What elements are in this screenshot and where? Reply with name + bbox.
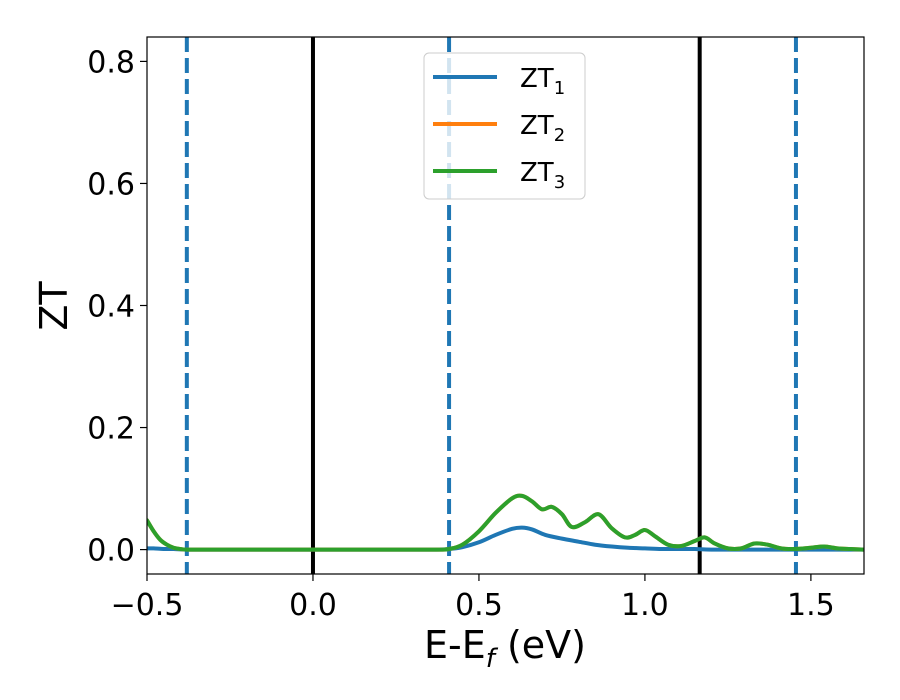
y-tick-label-2: 0.4 bbox=[87, 290, 135, 325]
legend-label-2: ZT3 bbox=[520, 158, 565, 193]
y-tick-label-1: 0.2 bbox=[87, 412, 135, 447]
x-tick-label-1: 0.0 bbox=[289, 588, 337, 623]
x-tick-label-3: 1.0 bbox=[621, 588, 669, 623]
legend-label-0: ZT1 bbox=[520, 64, 565, 99]
x-tick-label-2: 0.5 bbox=[455, 588, 503, 623]
y-axis-title: ZT bbox=[32, 281, 76, 331]
y-tick-label-0: 0.0 bbox=[87, 534, 135, 569]
series-line-zt3 bbox=[147, 493, 864, 552]
legend: ZT1 ZT2 ZT3 bbox=[423, 52, 586, 200]
x-tick-label-4: 1.5 bbox=[787, 588, 835, 623]
reference-lines bbox=[184, 37, 798, 574]
legend-label-1: ZT2 bbox=[520, 111, 565, 146]
x-axis: −0.5 0.0 0.5 1.0 1.5 bbox=[111, 574, 835, 623]
y-axis: 0.0 0.2 0.4 0.6 0.8 bbox=[87, 45, 147, 569]
x-axis-title: E-Ef (eV) bbox=[424, 623, 586, 674]
legend-box bbox=[423, 52, 586, 200]
y-tick-label-3: 0.6 bbox=[87, 167, 135, 202]
x-tick-label-0: −0.5 bbox=[111, 588, 184, 623]
series-lines bbox=[147, 493, 864, 552]
y-tick-label-4: 0.8 bbox=[87, 45, 135, 80]
